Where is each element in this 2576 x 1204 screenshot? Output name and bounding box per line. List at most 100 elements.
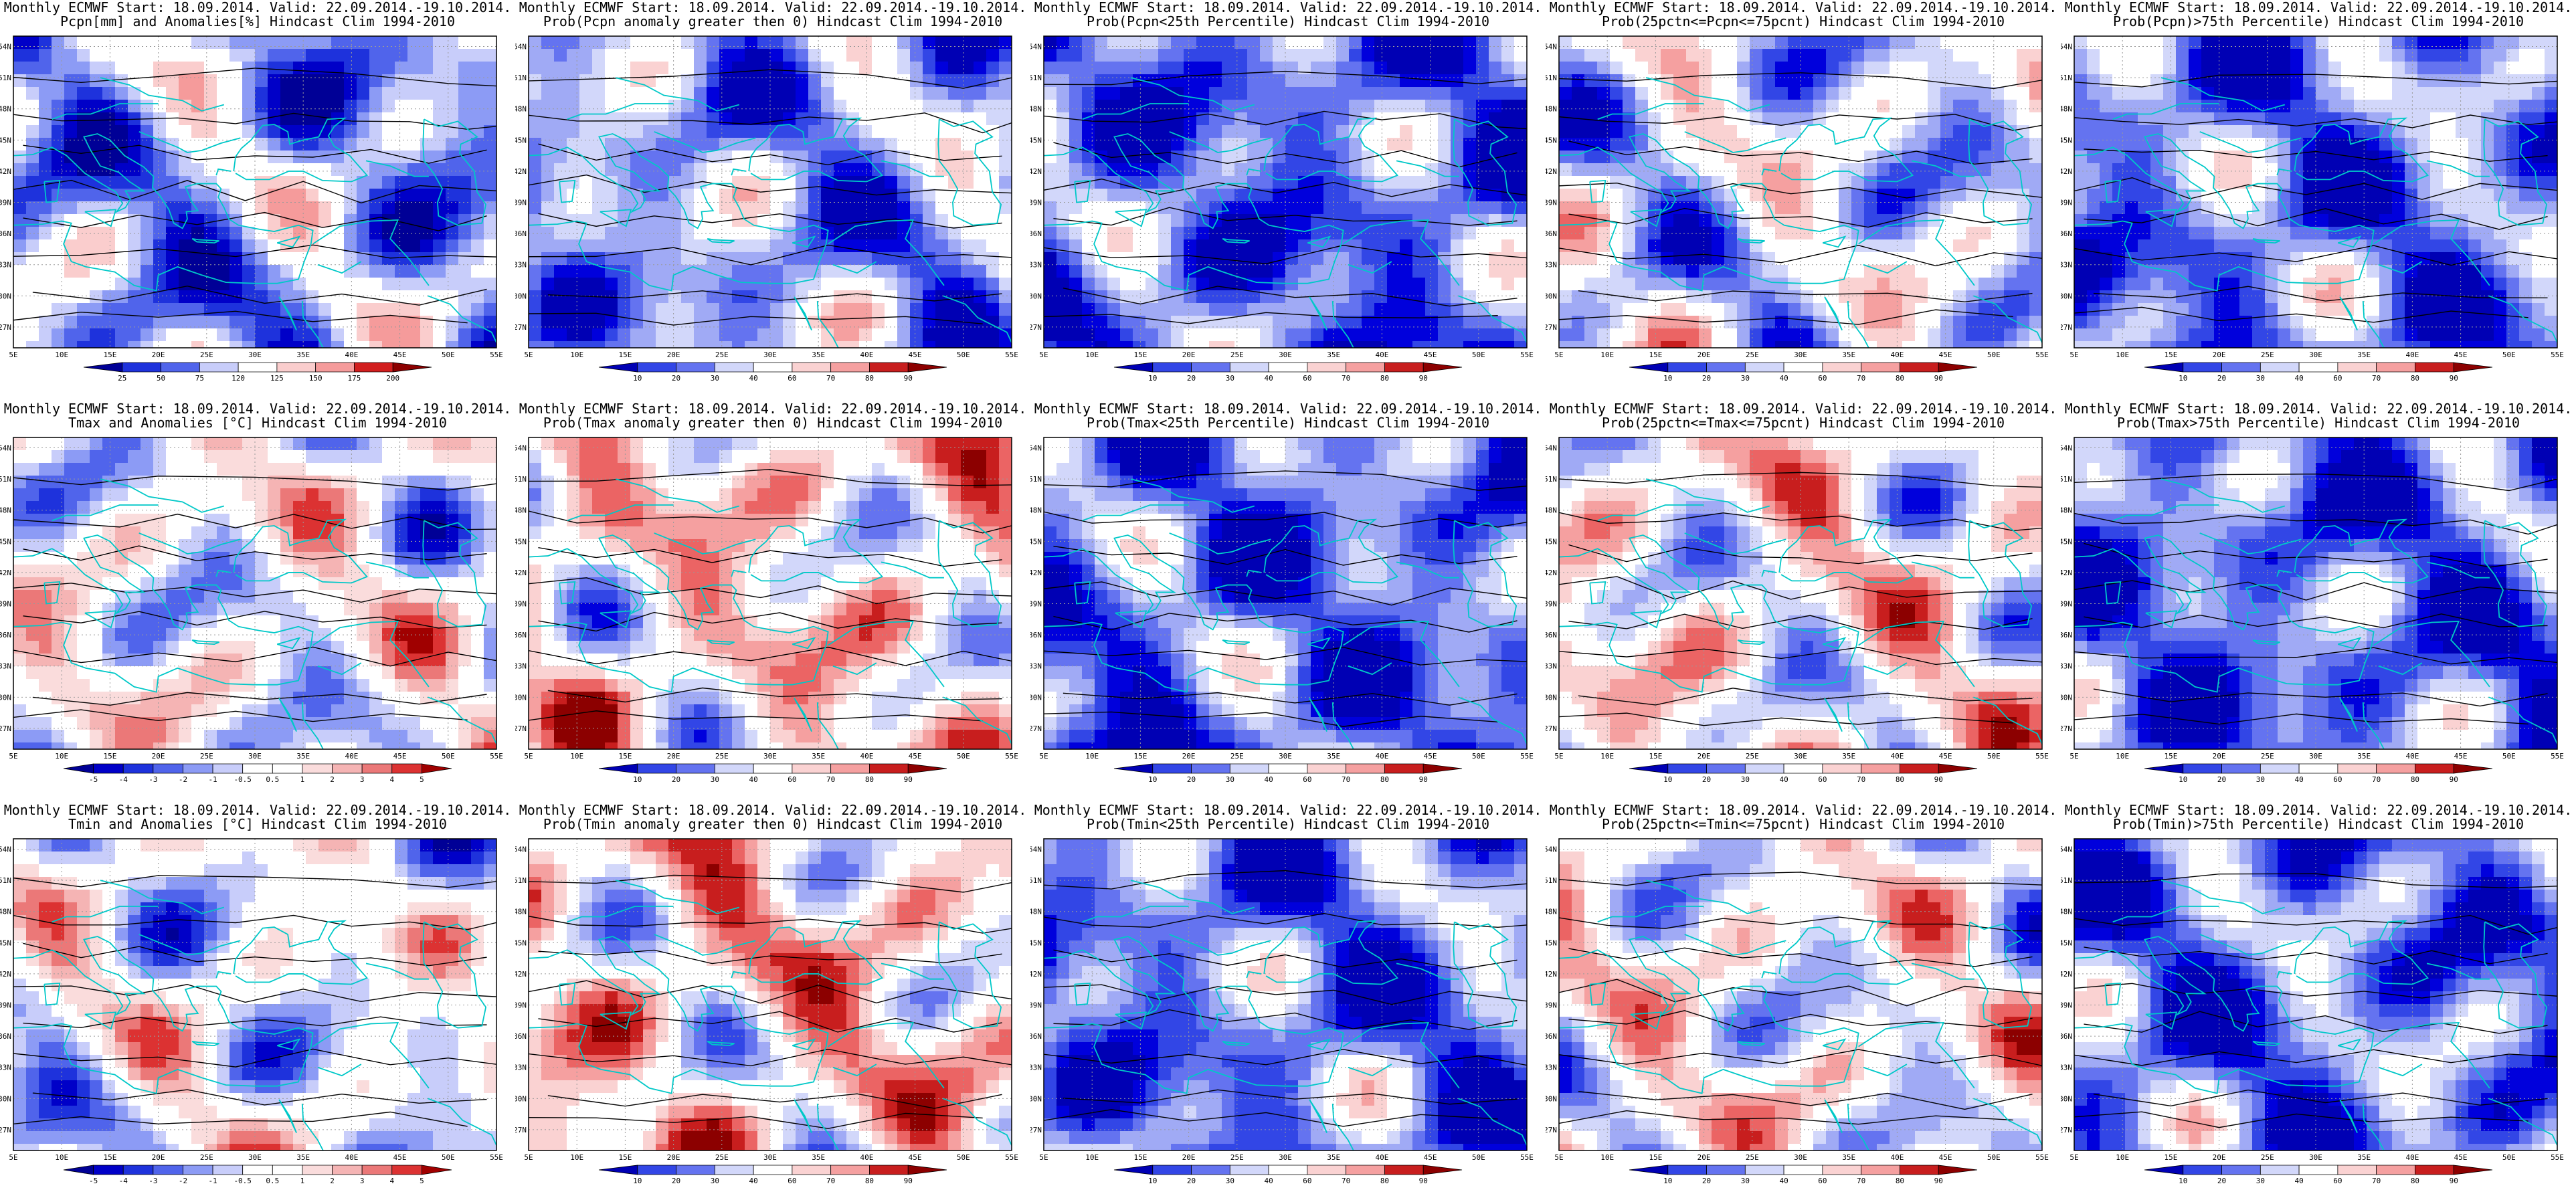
- colorbar-swatch: [2337, 1165, 2377, 1175]
- lon-tick-label: 35E: [1327, 350, 1340, 359]
- lat-tick-label: 27N: [1030, 323, 1042, 332]
- lon-tick-label: 45E: [1424, 752, 1437, 761]
- colorbar-label: 70: [2372, 1177, 2381, 1185]
- lon-tick-label: 50E: [1987, 350, 2001, 359]
- lat-tick-label: 30N: [1030, 1094, 1042, 1103]
- lat-tick-label: 39N: [0, 600, 11, 609]
- lat-tick-label: 36N: [1546, 1032, 1557, 1041]
- lon-tick-label: 55E: [1520, 350, 1534, 359]
- map-panel: Monthly ECMWF Start: 18.09.2014. Valid: …: [1546, 803, 2061, 1204]
- map-frame: [1043, 838, 1528, 1151]
- lon-tick-label: 35E: [812, 1153, 825, 1162]
- colorbar-swatch: [2415, 763, 2454, 774]
- lon-tick-label: 25E: [2261, 752, 2274, 761]
- colorbar-label: 60: [788, 374, 796, 383]
- lat-tick-label: 39N: [2061, 1001, 2072, 1010]
- colorbar-swatch: [1706, 1165, 1746, 1175]
- lon-tick-label: 15E: [618, 1153, 632, 1162]
- lon-tick-label: 35E: [296, 752, 310, 761]
- lat-tick-label: 51N: [1030, 876, 1042, 885]
- lat-tick-label: 36N: [1030, 229, 1042, 238]
- map-frame: [2074, 437, 2558, 750]
- colorbar-swatch: [315, 362, 355, 373]
- coastlines: [1559, 478, 2042, 749]
- colorbar-label: 5: [420, 775, 424, 784]
- map-gridlines: [1559, 36, 2042, 348]
- panel-title-line2: Prob(25pctn<=Pcpn<=75pcnt) Hindcast Clim…: [1601, 13, 2005, 29]
- shaded-field: [2074, 36, 2557, 348]
- lon-tick-label: 45E: [393, 1153, 407, 1162]
- lon-tick-label: 10E: [2116, 350, 2129, 359]
- colorbar-label: 80: [1380, 374, 1389, 383]
- colorbar-label: 10: [633, 1177, 642, 1185]
- coastlines: [13, 880, 496, 1150]
- colorbar-swatch: [1783, 1165, 1823, 1175]
- colorbar-label: 10: [1663, 1177, 1672, 1185]
- colorbar: 10 20 30 40 60 70 80 90: [598, 763, 947, 784]
- colorbar-swatch: [212, 1165, 244, 1175]
- lat-tick-label: 30N: [2061, 292, 2072, 300]
- map-gridlines: [13, 36, 496, 348]
- lat-tick-label: 27N: [1546, 323, 1557, 332]
- contour-lines: [13, 68, 496, 324]
- colorbar-swatch: [792, 763, 832, 774]
- colorbar-swatch: [2183, 1165, 2222, 1175]
- lon-tick-label: 15E: [618, 350, 632, 359]
- lat-tick-label: 42N: [0, 167, 11, 176]
- colorbar-label: -5: [89, 775, 98, 784]
- map-gridlines: [13, 839, 496, 1150]
- colorbar-swatch: [122, 1165, 154, 1175]
- panel-title-line1: Monthly ECMWF Start: 18.09.2014. Valid: …: [3, 802, 512, 818]
- colorbar-label: 90: [1934, 775, 1943, 784]
- lat-tick-label: 51N: [0, 876, 11, 885]
- colorbar-label: -0.5: [234, 1177, 252, 1185]
- lon-tick-label: 20E: [667, 1153, 680, 1162]
- lon-tick-label: 55E: [490, 752, 503, 761]
- colorbar-swatch: [93, 763, 124, 774]
- colorbar-label: 10: [633, 775, 642, 784]
- colorbar-label: 60: [2333, 1177, 2342, 1185]
- colorbar-swatch: [907, 362, 947, 373]
- colorbar-label: 20: [1187, 374, 1196, 383]
- lat-tick-label: 30N: [1546, 1094, 1557, 1103]
- lon-tick-label: 50E: [1472, 350, 1485, 359]
- lat-tick-label: 45N: [1546, 136, 1557, 144]
- map-panel: Monthly ECMWF Start: 18.09.2014. Valid: …: [515, 803, 1030, 1204]
- lat-tick-label: 33N: [515, 261, 527, 270]
- colorbar-swatch: [1384, 362, 1424, 373]
- shaded-field: [2074, 839, 2557, 1150]
- colorbar-swatch: [212, 763, 244, 774]
- lat-tick-label: 36N: [0, 229, 11, 238]
- colorbar-swatch: [1307, 763, 1347, 774]
- lat-tick-label: 51N: [2061, 74, 2072, 82]
- colorbar-swatch: [93, 1165, 124, 1175]
- colorbar-label: 70: [1342, 1177, 1350, 1185]
- lon-tick-label: 45E: [2454, 350, 2468, 359]
- lat-tick-label: 48N: [0, 908, 11, 916]
- lon-tick-label: 10E: [1085, 350, 1099, 359]
- colorbar-label: 60: [1818, 374, 1827, 383]
- colorbar-swatch: [1152, 1165, 1192, 1175]
- lat-tick-label: 45N: [2061, 537, 2072, 546]
- colorbar-label: 175: [348, 374, 361, 383]
- colorbar-swatch: [238, 362, 278, 373]
- colorbar-label: -1: [208, 1177, 217, 1185]
- map-frame: [1558, 437, 2043, 750]
- colorbar-swatch: [421, 763, 452, 774]
- colorbar-label: 80: [865, 1177, 874, 1185]
- colorbar-label: 4: [389, 1177, 394, 1185]
- lat-tick-label: 36N: [515, 631, 527, 639]
- map-gridlines: [529, 437, 1012, 749]
- lon-tick-label: 50E: [957, 350, 970, 359]
- lat-tick-label: 27N: [1030, 724, 1042, 733]
- lon-tick-label: 40E: [860, 350, 873, 359]
- colorbar-label: 10: [2179, 775, 2187, 784]
- colorbar-swatch: [361, 763, 393, 774]
- lon-tick-label: 35E: [812, 350, 825, 359]
- lon-tick-label: 30E: [2309, 752, 2322, 761]
- colorbar-label: 120: [232, 374, 245, 383]
- coastlines: [13, 77, 496, 348]
- map-panel: Monthly ECMWF Start: 18.09.2014. Valid: …: [1546, 401, 2061, 803]
- panel-title-line2: Prob(25pctn<=Tmax<=75pcnt) Hindcast Clim…: [1601, 415, 2005, 431]
- lon-tick-label: 50E: [442, 350, 455, 359]
